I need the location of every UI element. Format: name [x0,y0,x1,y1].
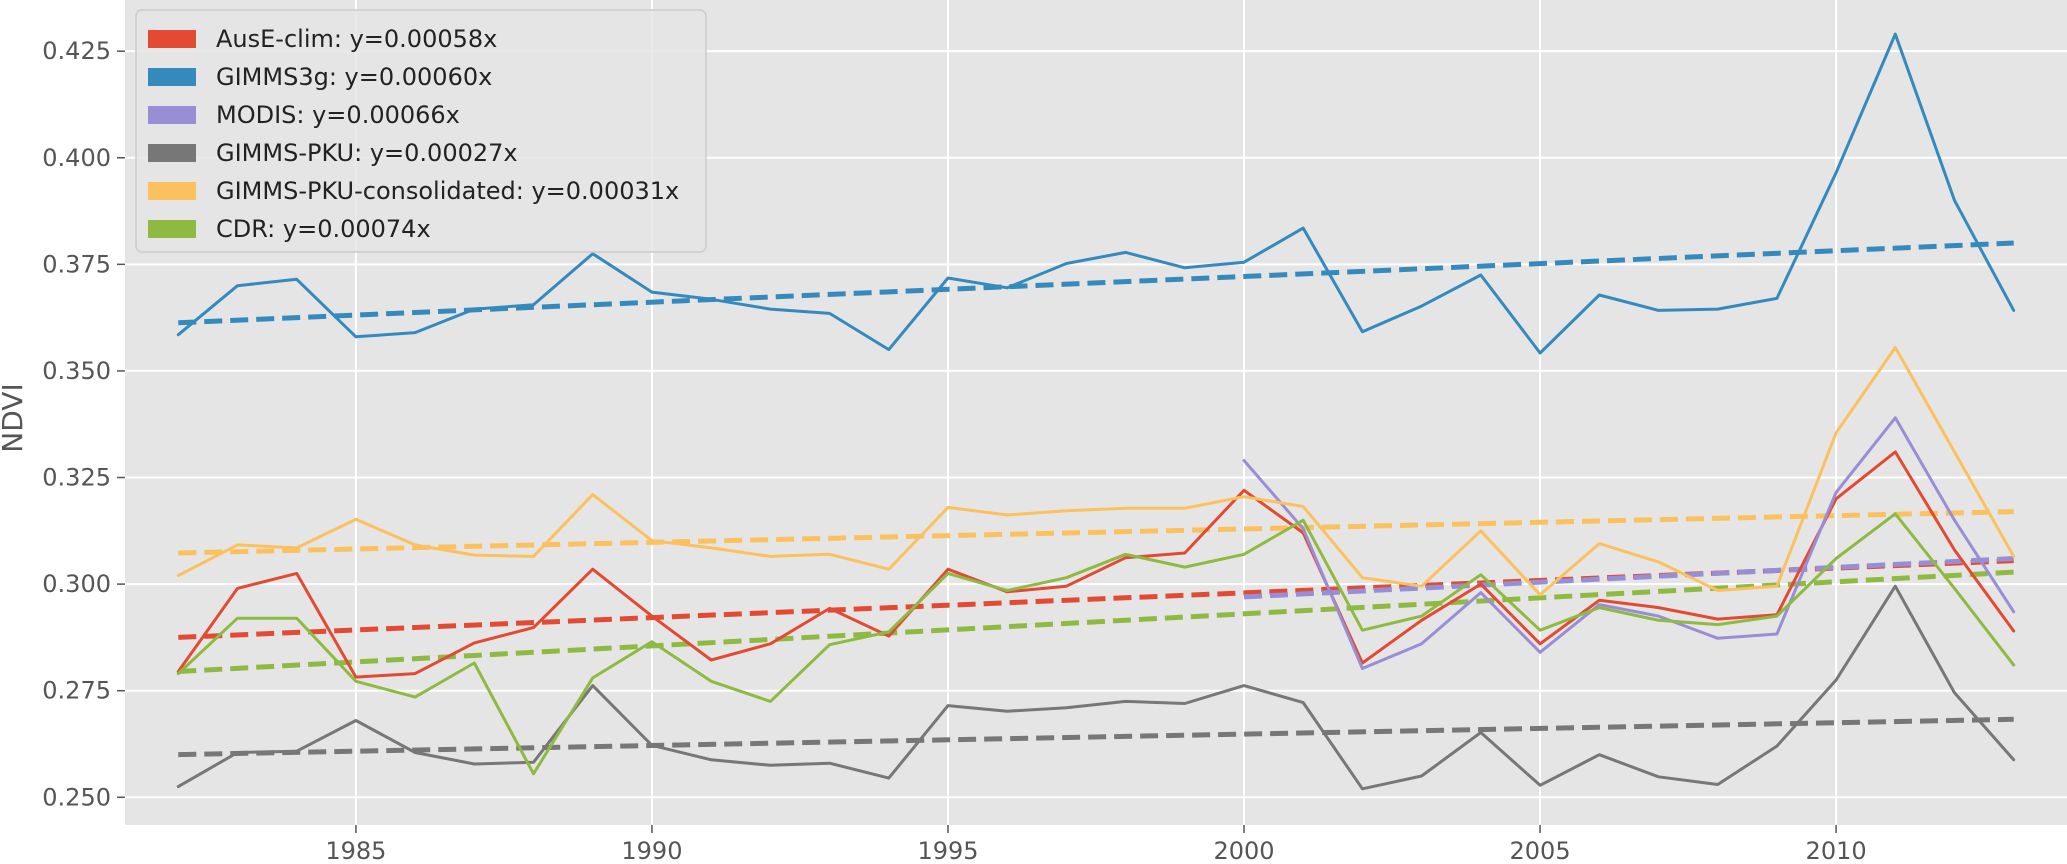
legend-label: MODIS: y=0.00066x [216,101,460,129]
legend-swatch [148,68,196,86]
legend-label: GIMMS3g: y=0.00060x [216,63,492,91]
legend: AusE-clim: y=0.00058x GIMMS3g: y=0.00060x… [135,9,707,253]
trend-line-2 [178,240,2014,326]
legend-label: AusE-clim: y=0.00058x [216,25,497,53]
trend-line-6 [178,569,2014,675]
y-tick-label: 0.325 [42,464,111,492]
x-tick-label: 2000 [1213,837,1274,864]
trend-line-1 [178,558,2014,640]
y-tick-label: 0.375 [42,250,111,278]
series-line-3 [1242,416,2016,670]
trend-line-4 [178,716,2014,758]
x-tick-label: 1985 [325,837,386,864]
series-line-2 [176,32,2016,355]
x-tick-label: 1990 [621,837,682,864]
y-tick-label: 0.275 [42,677,111,705]
y-tick-label: 0.250 [42,783,111,811]
trend-line-5 [178,509,2014,556]
trend-lines [178,240,2014,758]
x-tick-label: 1995 [917,837,978,864]
legend-swatch [148,30,196,48]
legend-swatch [148,182,196,200]
series-line-5 [176,346,2016,597]
legend-swatch [148,106,196,124]
y-tick-label: 0.300 [42,570,111,598]
legend-swatch [148,144,196,162]
legend-label: GIMMS-PKU: y=0.00027x [216,139,518,167]
y-tick-label: 0.400 [42,144,111,172]
x-tick-label: 2005 [1510,837,1571,864]
y-axis-title: NDVI [0,383,29,452]
series-line-6 [176,512,2016,776]
y-axis-ticks: 0.250 0.275 0.300 0.325 0.350 0.375 0.400 0.425 [42,37,125,811]
x-tick-label: 2010 [1806,837,1867,864]
legend-box [135,9,707,253]
legend-label: GIMMS-PKU-consolidated: y=0.00031x [216,177,679,205]
legend-label: CDR: y=0.00074x [216,215,431,243]
series-lines [176,32,2016,791]
y-tick-label: 0.350 [42,357,111,385]
series-line-1 [176,450,2016,679]
legend-swatch [148,220,196,238]
y-tick-label: 0.425 [42,37,111,65]
series-line-4 [176,584,2016,791]
x-axis-ticks: 1985 1990 1995 2000 2005 2010 [325,825,1867,864]
